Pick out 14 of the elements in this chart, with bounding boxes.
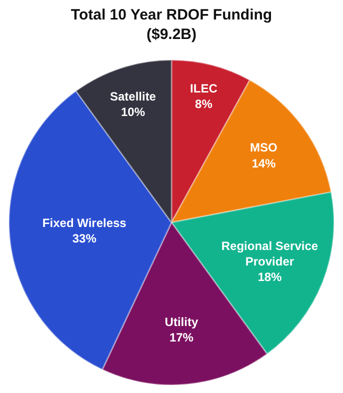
data-label: 10% [120, 105, 146, 120]
slice-label: Regional Service Provider [221, 238, 318, 268]
slice-label: Utility [164, 314, 198, 329]
data-label: 8% [195, 97, 213, 112]
slice-label: Fixed Wireless [42, 216, 127, 230]
chart-subtitle: ($9.2B) [146, 26, 197, 44]
data-label: 17% [169, 330, 194, 345]
chart-title: Total 10 Year RDOF Funding [70, 6, 272, 24]
data-label: 18% [258, 270, 282, 284]
data-label: 33% [72, 232, 97, 246]
slice-label: MSO [250, 140, 278, 155]
data-label: 14% [252, 156, 276, 170]
slice-label: ILEC [190, 82, 218, 96]
slice-label: Satellite [110, 90, 156, 104]
